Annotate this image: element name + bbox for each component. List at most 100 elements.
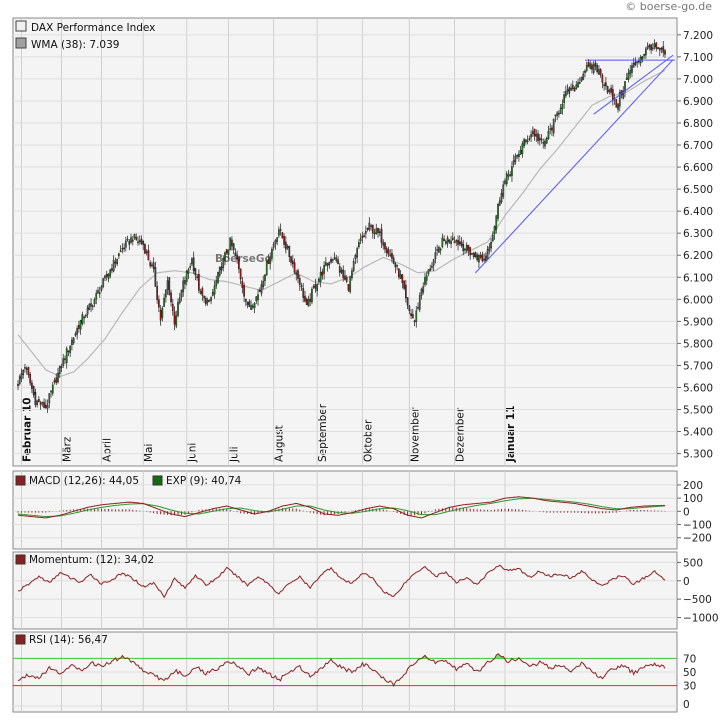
candle-body [657, 47, 659, 50]
candle-body [648, 44, 651, 48]
candle-body [227, 249, 230, 255]
candle-body [241, 280, 244, 288]
candle-body [58, 365, 61, 375]
candle-body [450, 240, 452, 244]
candle-body [651, 47, 654, 50]
candle-body [415, 310, 418, 322]
price-axis-label: 5.800 [683, 338, 713, 350]
candle-body [420, 288, 423, 296]
price-axis-label: 6.500 [683, 184, 713, 196]
candle-body [304, 295, 306, 302]
candle-body [408, 305, 411, 311]
candle-body [424, 277, 426, 285]
candle-body [563, 94, 565, 103]
candle-body [464, 248, 466, 251]
candle-body [384, 242, 386, 250]
candle-body [439, 248, 442, 251]
candle-body [391, 253, 393, 259]
candle-body [413, 320, 416, 323]
trendline [475, 59, 674, 274]
candle-body [48, 393, 51, 404]
candle-body [217, 271, 219, 283]
candle-body [203, 295, 205, 299]
candle-body [514, 155, 517, 162]
candle-body [262, 280, 265, 288]
candle-body [345, 277, 348, 282]
candle-body [392, 257, 395, 264]
candle-body [269, 256, 272, 265]
candle-body [121, 248, 124, 250]
candle-body [199, 291, 202, 294]
candle-body [347, 284, 350, 291]
momentum-axis-label: −1000 [683, 612, 719, 624]
legend-macd-label: MACD (12,26): 44,05 [29, 475, 139, 487]
candle-body [112, 259, 115, 272]
candle-body [57, 372, 59, 383]
candle-body [194, 268, 197, 276]
candle-body [375, 228, 378, 234]
candle-body [584, 70, 586, 73]
legend-price-name: DAX Performance Index [31, 22, 155, 34]
macd-axis-label: 100 [683, 493, 703, 505]
price-axis-label: 5.400 [683, 427, 713, 439]
price-axis-label: 6.700 [683, 140, 713, 152]
candle-body [196, 276, 199, 278]
candle-body [98, 292, 101, 295]
candle-body [283, 236, 285, 245]
price-axis-label: 6.400 [683, 206, 713, 218]
candle-body [231, 239, 233, 247]
candle-body [359, 238, 362, 241]
x-tick-label: Mai [143, 444, 155, 462]
macd-axis-label: −200 [683, 533, 712, 545]
candle-body [151, 264, 153, 267]
candle-body [312, 285, 315, 288]
candle-body [198, 273, 200, 291]
x-tick-label: August [274, 425, 286, 462]
price-axis-label: 7.000 [683, 74, 713, 86]
candle-body [307, 299, 310, 307]
candle-body [643, 54, 645, 56]
candle-body [218, 266, 221, 276]
candle-body [504, 180, 506, 184]
candle-body [166, 280, 169, 290]
candle-body [272, 244, 275, 248]
candle-body [333, 257, 336, 259]
candle-body [95, 293, 98, 300]
candle-body [558, 112, 560, 115]
candle-body [340, 269, 343, 273]
candle-body [324, 262, 327, 266]
legend-swatch-wma [15, 37, 27, 49]
candle-body [645, 48, 647, 56]
candle-body [41, 401, 44, 404]
candle-body [401, 274, 404, 283]
candle-body [344, 275, 346, 280]
candle-body [427, 269, 430, 274]
candle-body [168, 277, 171, 296]
candle-body [90, 303, 92, 307]
candle-body [331, 259, 334, 261]
candle-body [549, 128, 552, 131]
candle-body [495, 215, 498, 230]
candle-body [356, 248, 359, 258]
candle-body [229, 237, 232, 251]
candle-body [43, 402, 45, 408]
candle-body [44, 404, 47, 409]
candle-body [22, 369, 25, 376]
candle-body [573, 88, 576, 92]
candle-body [662, 46, 665, 53]
candle-body [311, 288, 313, 303]
candle-body [51, 384, 54, 394]
candle-body [78, 324, 80, 329]
candle-body [104, 275, 106, 279]
candle-body [248, 301, 251, 307]
candle-body [236, 254, 239, 260]
candle-body [337, 259, 339, 264]
candle-body [286, 246, 289, 249]
candle-body [385, 248, 388, 253]
candle-body [335, 257, 338, 261]
legend-exp-label: EXP (9): 40,74 [166, 475, 242, 487]
candle-body [46, 404, 49, 409]
momentum-axis-label: 0 [683, 576, 690, 588]
candle-body [62, 358, 65, 366]
price-axis-label: 6.800 [683, 118, 713, 130]
